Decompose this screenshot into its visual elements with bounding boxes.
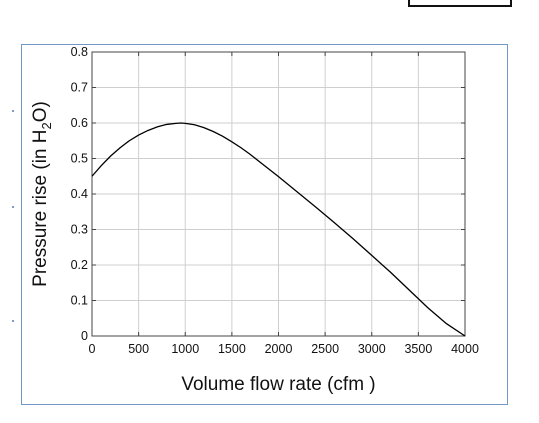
x-tick-label: 3500: [404, 342, 432, 356]
ticks: 0 500 1000 1500 2000 2500 3000 3500 4000 0 0.1 0.2 0…: [71, 45, 479, 356]
x-tick-label: 4000: [451, 342, 479, 356]
x-tick-label: 2500: [311, 342, 339, 356]
series-line: [91, 122, 466, 337]
y-tick-label: 0.5: [71, 152, 88, 166]
y-tick-label: 0.2: [71, 258, 88, 272]
y-tick-label: 0: [81, 329, 88, 343]
y-tick-label: 0.8: [71, 45, 88, 59]
y-tick-label: 0.1: [71, 294, 88, 308]
edge-mark: [12, 320, 14, 322]
y-tick-label: 0.3: [71, 223, 88, 237]
x-tick-label: 500: [128, 342, 149, 356]
x-tick-label: 1500: [218, 342, 246, 356]
series-layer: [91, 122, 466, 337]
y-axis-title-subscript: 2: [39, 122, 54, 129]
y-axis-title-tail: O): [30, 101, 51, 122]
y-tick-label: 0.4: [71, 187, 88, 201]
edge-mark: [12, 206, 14, 208]
grid: [91, 51, 466, 337]
x-axis-title: Volume flow rate (cfm ): [181, 374, 375, 395]
y-axis-title-main: Pressure rise (in H: [30, 130, 51, 287]
top-frame-box: [408, 0, 512, 7]
y-tick-label: 0.6: [71, 116, 88, 130]
x-tick-label: 2000: [265, 342, 293, 356]
x-tick-label: 1000: [171, 342, 199, 356]
x-tick-label: 3000: [358, 342, 386, 356]
x-tick-label: 0: [89, 342, 96, 356]
y-tick-label: 0.7: [71, 81, 88, 95]
edge-mark: [12, 110, 14, 112]
y-axis-title: Pressure rise (in H2O): [30, 101, 54, 287]
figure-frame: [21, 44, 508, 405]
